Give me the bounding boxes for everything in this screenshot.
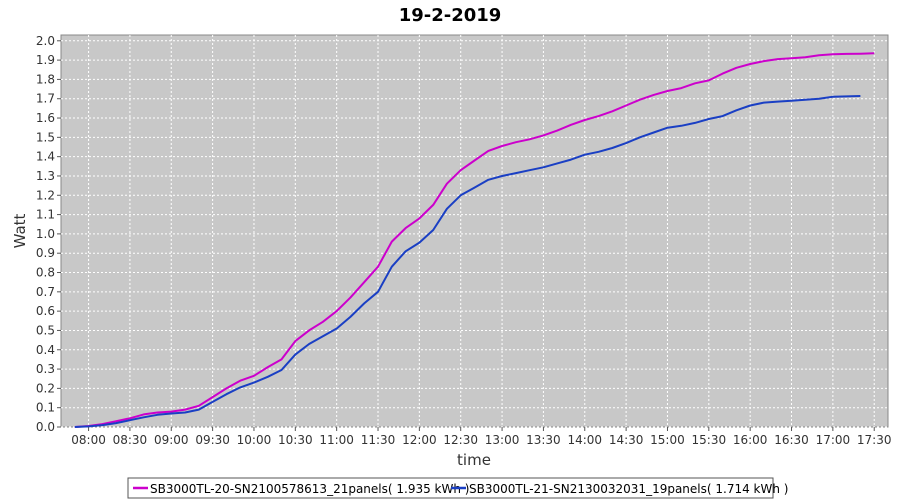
legend-label-series-1: SB3000TL-20-SN2100578613_21panels( 1.935… [150, 482, 469, 496]
grid [61, 35, 888, 428]
x-tick-label: 15:30 [692, 433, 727, 447]
y-tick-label: 1.4 [36, 150, 55, 164]
y-tick-label: 0.3 [36, 362, 55, 376]
y-tick-label: 1.5 [36, 130, 55, 144]
x-tick-label: 17:30 [857, 433, 892, 447]
y-tick-label: 1.2 [36, 188, 55, 202]
y-tick-label: 2.0 [36, 34, 55, 48]
x-tick-label: 15:00 [650, 433, 685, 447]
legend-label-series-2: SB3000TL-21-SN2130032031_19panels( 1.714… [469, 482, 788, 496]
y-tick-label: 0.6 [36, 304, 55, 318]
y-axis-label: Watt [11, 213, 29, 248]
x-tick-label: 13:30 [526, 433, 561, 447]
y-tick-label: 0.7 [36, 285, 55, 299]
chart-title: 19-2-2019 [399, 5, 502, 26]
x-tick-label: 12:00 [402, 433, 437, 447]
y-tick-label: 1.3 [36, 169, 55, 183]
y-tick-label: 1.8 [36, 72, 55, 86]
y-tick-label: 1.0 [36, 227, 55, 241]
series-lines [74, 52, 875, 428]
x-tick-label: 10:00 [237, 433, 272, 447]
y-tick-label: 1.6 [36, 111, 55, 125]
x-tick-label: 12:30 [443, 433, 478, 447]
y-tick-label: 0.1 [36, 401, 55, 415]
y-tick-label: 0.5 [36, 323, 55, 337]
y-tick-label: 1.1 [36, 208, 55, 222]
x-tick-label: 08:00 [71, 433, 106, 447]
y-tick-label: 0.8 [36, 266, 55, 280]
y-tick-label: 0.0 [36, 420, 55, 434]
y-tick-label: 0.4 [36, 343, 55, 357]
y-tick-label: 1.9 [36, 53, 55, 67]
x-tick-label: 14:30 [609, 433, 644, 447]
y-tick-label: 0.2 [36, 381, 55, 395]
legend-box [127, 477, 774, 499]
x-tick-label: 10:30 [278, 433, 313, 447]
x-tick-label: 17:00 [816, 433, 851, 447]
y-tick-label: 0.9 [36, 246, 55, 260]
x-tick-label: 11:00 [319, 433, 354, 447]
x-tick-label: 08:30 [113, 433, 148, 447]
x-tick-label: 14:00 [567, 433, 602, 447]
x-tick-label: 16:30 [774, 433, 809, 447]
series-line-1 [74, 52, 875, 428]
x-axis-label: time [457, 451, 491, 469]
legend: SB3000TL-20-SN2100578613_21panels( 1.935… [127, 477, 788, 499]
x-tick-label: 09:00 [154, 433, 189, 447]
axes: 0.0 0.1 0.2 0.3 0.4 0.5 0.6 0.7 0.8 0.9 1.0 1.1 1.2 1… [36, 34, 892, 447]
y-tick-label: 1.7 [36, 92, 55, 106]
plot-area [60, 34, 889, 428]
x-tick-label: 16:00 [733, 433, 768, 447]
x-tick-label: 11:30 [361, 433, 396, 447]
x-tick-label: 13:00 [485, 433, 520, 447]
x-tick-label: 09:30 [195, 433, 230, 447]
series-line-2 [74, 95, 861, 428]
